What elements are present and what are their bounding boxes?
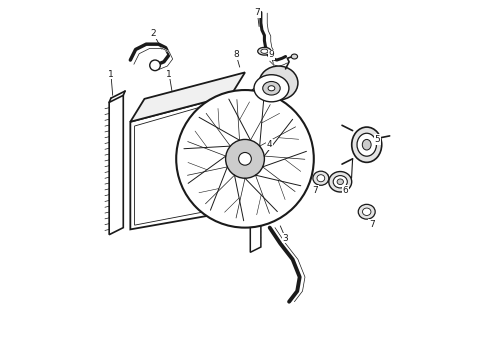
Ellipse shape (363, 208, 371, 215)
Circle shape (239, 153, 251, 165)
Ellipse shape (317, 175, 325, 182)
Text: 1: 1 (166, 70, 172, 79)
Text: 7: 7 (254, 8, 260, 17)
Ellipse shape (329, 171, 352, 192)
Ellipse shape (258, 48, 271, 55)
Text: 2: 2 (150, 29, 156, 38)
Text: 3: 3 (283, 234, 289, 243)
Text: 1: 1 (108, 70, 114, 79)
Ellipse shape (352, 127, 382, 162)
Ellipse shape (263, 81, 280, 95)
Text: 7: 7 (313, 186, 318, 195)
Text: 5: 5 (374, 135, 380, 144)
Circle shape (225, 139, 265, 178)
Polygon shape (130, 72, 245, 122)
Text: 6: 6 (343, 186, 348, 195)
Ellipse shape (333, 176, 347, 188)
Text: 7: 7 (369, 220, 375, 229)
Ellipse shape (254, 75, 289, 102)
Polygon shape (109, 95, 123, 235)
Ellipse shape (362, 139, 371, 150)
Circle shape (176, 90, 314, 228)
Ellipse shape (358, 204, 375, 219)
Ellipse shape (259, 66, 298, 100)
Ellipse shape (337, 179, 343, 185)
Text: 9: 9 (269, 50, 274, 59)
Text: 8: 8 (233, 50, 239, 59)
Ellipse shape (291, 54, 297, 59)
Text: 4: 4 (267, 140, 272, 149)
Ellipse shape (357, 133, 376, 156)
Ellipse shape (261, 49, 268, 53)
Circle shape (150, 60, 160, 71)
Ellipse shape (313, 171, 329, 185)
Polygon shape (130, 95, 231, 229)
Ellipse shape (268, 86, 275, 91)
Polygon shape (250, 139, 261, 252)
